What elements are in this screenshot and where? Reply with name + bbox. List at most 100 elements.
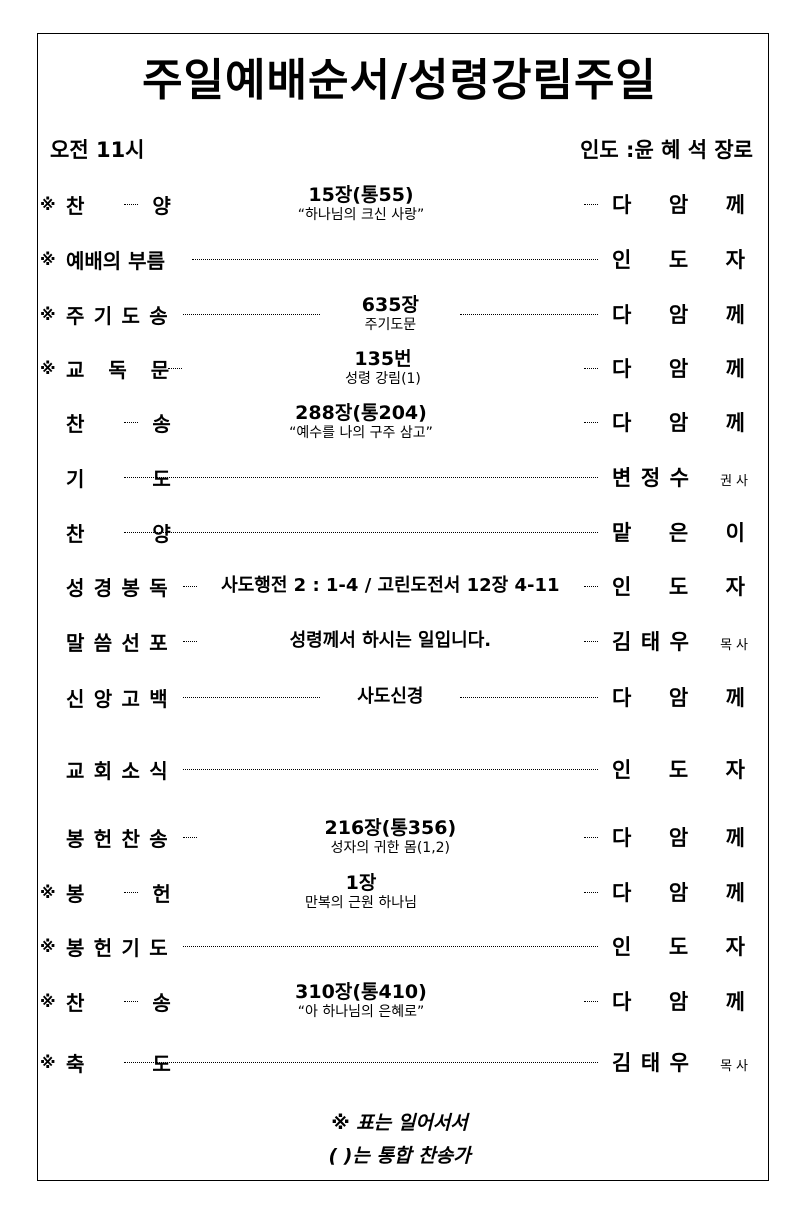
person-title: 권사 (720, 474, 752, 489)
person-name: 다암께 (612, 881, 783, 905)
item-leader-line: 635장 주기도문 (182, 294, 599, 333)
item-detail: 사도신경 (357, 685, 424, 707)
item-detail: 288장(통204) “예수를 나의 구주 삼고” (289, 402, 433, 441)
item-leader-line: 사도행전 2 : 1-4 / 고린도전서 12장 4-11 (182, 574, 598, 597)
item-leader-line: 성령께서 하시는 일입니다. (182, 629, 598, 652)
person-name: 다암께 (612, 826, 783, 850)
item-person: 다암께 (612, 407, 752, 437)
service-item: ※ 주기도송 635장 주기도문 다암께 (40, 289, 752, 339)
item-leader-line (182, 945, 598, 947)
service-item: 찬송 288장(통204) “예수를 나의 구주 삼고” 다암께 (40, 397, 752, 447)
service-item: 신앙고백 사도신경 다암께 (40, 672, 752, 722)
item-leader-line: 사도신경 (182, 685, 599, 708)
person-name: 다암께 (612, 411, 783, 435)
item-label: 찬양 (66, 193, 239, 218)
person-name: 다암께 (612, 686, 783, 710)
service-leader: 인도 :윤 혜 석 장로 (580, 138, 753, 162)
item-leader-line (124, 531, 598, 533)
item-label: 축도 (66, 1051, 239, 1076)
standing-mark: ※ (40, 882, 56, 902)
item-label: 봉헌찬송 (66, 826, 177, 851)
item-leader-line: 216장(통356) 성자의 귀한 몸(1,2) (182, 817, 598, 856)
item-leader-line (182, 768, 598, 770)
item-leader-line: 1장 만복의 근원 하나님 (124, 872, 598, 911)
standing-mark: ※ (40, 1052, 56, 1072)
service-item: ※ 축도 김태우 목사 (40, 1037, 752, 1087)
item-person: 인도자 (612, 244, 752, 274)
item-detail: 635장 주기도문 (361, 294, 419, 333)
person-name: 다암께 (612, 303, 783, 327)
service-item: 찬양 맡은이 (40, 507, 752, 557)
item-detail: 15장(통55) “하나님의 크신 사랑” (297, 184, 425, 223)
item-leader-line: 310장(통410) “아 하나님의 은혜로” (124, 981, 598, 1020)
item-label: 봉헌기도 (66, 935, 177, 960)
service-time: 오전 11시 (50, 138, 145, 162)
service-item: 봉헌찬송 216장(통356) 성자의 귀한 몸(1,2) 다암께 (40, 812, 752, 862)
person-name: 인도자 (612, 758, 783, 782)
item-label: 주기도송 (66, 303, 177, 328)
service-item: ※ 예배의 부름 인도자 (40, 234, 752, 284)
item-label: 찬양 (66, 521, 239, 546)
item-label: 기도 (66, 466, 239, 491)
person-name: 인도자 (612, 248, 783, 272)
standing-mark: ※ (40, 194, 56, 214)
service-item: ※ 봉헌 1장 만복의 근원 하나님 다암께 (40, 867, 752, 917)
item-label: 신앙고백 (66, 686, 177, 711)
item-label: 말씀선포 (66, 630, 177, 655)
item-person: 인도자 (612, 931, 752, 961)
item-leader-line: 135번 성령 강림(1) (168, 348, 598, 387)
standing-mark: ※ (40, 304, 56, 324)
item-label: 교회소식 (66, 758, 177, 783)
item-person: 맡은이 (612, 517, 752, 547)
page-title: 주일예배순서/성령강림주일 (142, 55, 657, 106)
person-name: 맡은이 (612, 521, 783, 545)
item-label: 교독문 (66, 357, 194, 382)
item-leader-line (124, 476, 598, 478)
person-name: 김태우 (612, 1051, 699, 1075)
item-person: 변정수 권사 (612, 462, 752, 492)
person-title: 목사 (720, 1059, 752, 1074)
person-title: 목사 (720, 638, 752, 653)
person-name: 인도자 (612, 575, 783, 599)
item-person: 다암께 (612, 822, 752, 852)
page-border (37, 33, 769, 1181)
standing-mark: ※ (40, 936, 56, 956)
item-leader-line (124, 1061, 598, 1063)
service-item: ※ 교독문 135번 성령 강림(1) 다암께 (40, 343, 752, 393)
item-leader-line: 288장(통204) “예수를 나의 구주 삼고” (124, 402, 598, 441)
item-detail: 135번 성령 강림(1) (345, 348, 421, 387)
standing-mark: ※ (40, 991, 56, 1011)
service-item: ※ 찬양 15장(통55) “하나님의 크신 사랑” 다암께 (40, 179, 752, 229)
item-person: 인도자 (612, 571, 752, 601)
item-detail: 310장(통410) “아 하나님의 은혜로” (295, 981, 427, 1020)
person-name: 김태우 (612, 630, 699, 654)
person-name: 다암께 (612, 357, 783, 381)
item-person: 김태우 목사 (612, 1047, 752, 1077)
item-detail: 1장 만복의 근원 하나님 (305, 872, 417, 911)
item-person: 다암께 (612, 877, 752, 907)
standing-mark: ※ (40, 249, 56, 269)
item-label: 찬송 (66, 411, 239, 436)
item-person: 김태우 목사 (612, 626, 752, 656)
item-person: 인도자 (612, 754, 752, 784)
person-name: 인도자 (612, 935, 783, 959)
item-leader-line: 15장(통55) “하나님의 크신 사랑” (124, 184, 598, 223)
item-person: 다암께 (612, 986, 752, 1016)
item-person: 다암께 (612, 353, 752, 383)
item-label: 성경봉독 (66, 575, 177, 600)
item-person: 다암께 (612, 299, 752, 329)
item-detail: 216장(통356) 성자의 귀한 몸(1,2) (324, 817, 457, 856)
standing-note: ※ 표는 일어서서 (331, 1112, 468, 1134)
service-item: 성경봉독 사도행전 2 : 1-4 / 고린도전서 12장 4-11 인도자 (40, 561, 752, 611)
person-name: 다암께 (612, 193, 783, 217)
item-person: 다암께 (612, 189, 752, 219)
service-item: 말씀선포 성령께서 하시는 일입니다. 김태우 목사 (40, 616, 752, 666)
item-detail: 성령께서 하시는 일입니다. (289, 629, 492, 651)
service-item: 교회소식 인도자 (40, 744, 752, 794)
item-person: 다암께 (612, 682, 752, 712)
standing-mark: ※ (40, 358, 56, 378)
person-name: 변정수 (612, 466, 699, 490)
service-item: ※ 봉헌기도 인도자 (40, 921, 752, 971)
item-label: 봉헌 (66, 881, 239, 906)
item-detail: 사도행전 2 : 1-4 / 고린도전서 12장 4-11 (221, 574, 560, 596)
